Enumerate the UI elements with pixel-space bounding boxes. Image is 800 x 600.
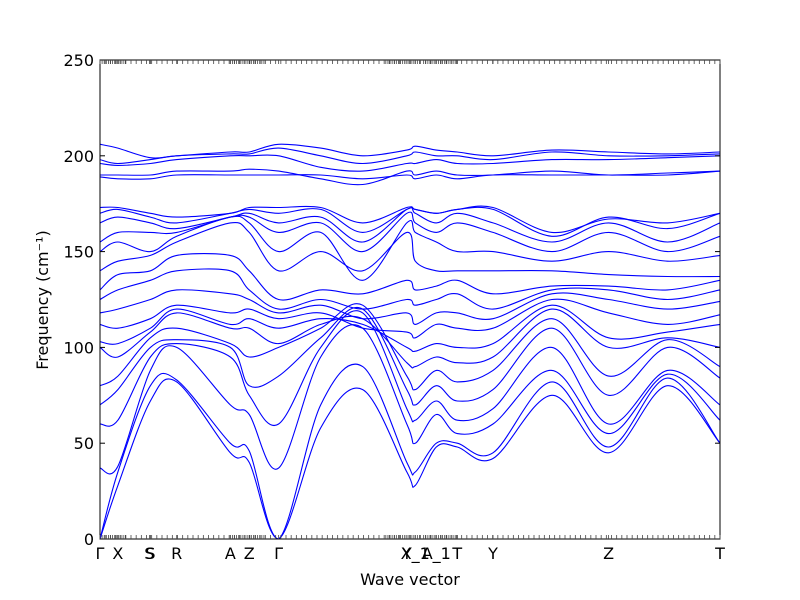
x-tick-label: T: [451, 544, 462, 563]
x-axis-label: Wave vector: [360, 570, 460, 589]
x-tick-label: Γ: [96, 544, 105, 563]
phonon-band-18: [99, 205, 721, 234]
phonon-band-5: [99, 306, 721, 406]
phonon-band-4: [99, 310, 721, 427]
phonon-band-11: [99, 268, 721, 310]
y-tick-label: 0: [84, 530, 94, 549]
phonon-band-12: [99, 252, 721, 301]
y-tick-label: 50: [74, 434, 94, 453]
x-tick-label: A: [225, 544, 236, 563]
phonon-band-17: [99, 206, 721, 237]
phonon-band-1: [99, 378, 721, 540]
y-axis-label: Frequency (cm⁻¹): [33, 230, 52, 369]
y-tick-label: 100: [63, 338, 94, 357]
y-tick-label: 150: [63, 243, 94, 262]
x-axis-ticks: Γ X SS R A Z Γ YX_1A_1 T Y Z T: [96, 60, 725, 564]
x-tick-label: Γ: [274, 544, 283, 563]
phonon-band-10: [99, 289, 721, 325]
phonon-band-16: [99, 207, 721, 243]
phonon-band-13: [99, 221, 721, 278]
x-tick-label: Z: [244, 544, 255, 563]
x-tick-label: T: [714, 544, 725, 563]
phonon-band-6: [99, 303, 721, 391]
y-axis-ticks: 0 50 100 150 200 250: [63, 51, 720, 549]
x-tick-label: X: [112, 544, 123, 563]
phonon-band-9: [99, 298, 721, 339]
phonon-band-15: [99, 211, 721, 253]
x-tick-label: R: [171, 544, 182, 563]
x-tick-label: X_1: [401, 544, 430, 564]
phonon-band-20: [100, 168, 721, 186]
phonon-band-22: [99, 147, 721, 165]
phonon-band-3: [99, 324, 721, 475]
y-tick-label: 250: [63, 51, 94, 70]
x-tick-label: Y: [487, 544, 498, 563]
phonon-band-7: [99, 308, 721, 369]
x-tick-label: Z: [603, 544, 614, 563]
phonon-band-19: [99, 170, 721, 180]
phonon-band-2: [99, 363, 721, 540]
y-tick-label: 200: [63, 147, 94, 166]
phonon-band-23: [99, 143, 721, 159]
phonon-band-14: [99, 215, 721, 281]
x-tick-label: A_1: [422, 544, 451, 564]
x-tick-label: S: [145, 544, 155, 563]
x-tick-label: Y: [401, 544, 412, 563]
band-lines: [99, 143, 721, 540]
phonon-band-21: [99, 154, 721, 172]
phonon-band-8: [99, 304, 721, 353]
x-tick-label: S: [144, 544, 154, 563]
